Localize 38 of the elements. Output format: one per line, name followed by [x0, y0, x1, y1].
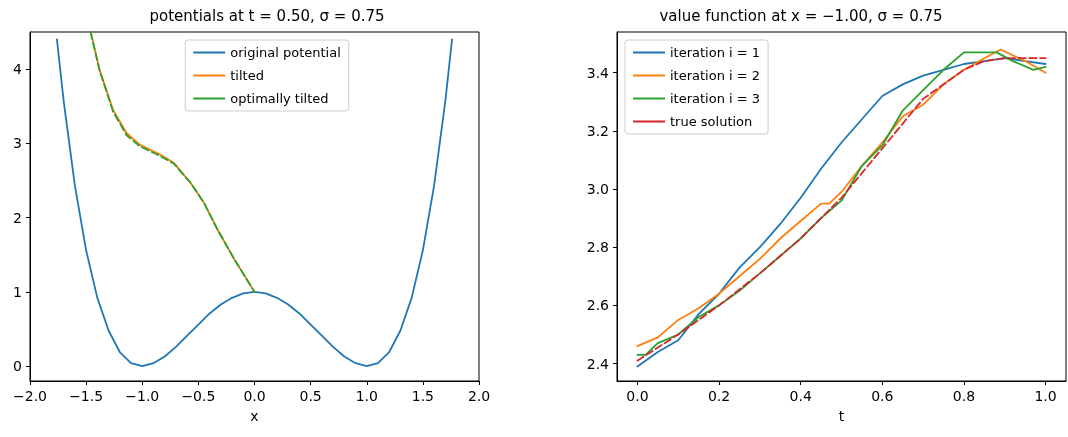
- x-tick-label: 0.4: [789, 388, 812, 404]
- x-tick-label: −1.0: [125, 388, 160, 404]
- x-tick-label: −1.5: [69, 388, 104, 404]
- y-tick-label: 4: [13, 61, 23, 78]
- legend-label: iteration i = 3: [670, 91, 761, 106]
- y-tick-label: 3: [13, 135, 22, 152]
- y-tick-label: 0: [13, 358, 22, 375]
- legend-label: original potential: [230, 45, 341, 60]
- x-tick-label: 0.0: [626, 388, 649, 404]
- x-tick-label: 0.8: [952, 388, 976, 404]
- x-tick-label: 0.5: [299, 388, 322, 404]
- y-tick-label: 3.2: [586, 122, 609, 139]
- legend-label: tilted: [230, 68, 264, 83]
- y-tick-label: 2: [13, 209, 22, 226]
- x-tick-label: −2.0: [13, 388, 47, 404]
- legend-label: iteration i = 1: [670, 45, 761, 60]
- y-tick-label: 1: [13, 283, 22, 300]
- legend-label: iteration i = 2: [670, 68, 761, 83]
- x-tick-label: 1.0: [355, 388, 378, 404]
- line-series: [56, 38, 453, 368]
- x-axis-title: t: [838, 408, 845, 424]
- x-tick-label: 1.0: [1034, 388, 1057, 404]
- chart-title: potentials at t = 0.50, σ = 0.75: [149, 6, 385, 25]
- x-axis-title: x: [250, 408, 259, 424]
- x-tick-label: 1.5: [411, 388, 435, 404]
- legend-label: optimally tilted: [230, 91, 329, 106]
- x-tick-label: 0.2: [707, 388, 731, 404]
- x-tick-label: 0.6: [871, 388, 894, 404]
- y-tick-label: 2.6: [586, 297, 610, 314]
- legend-label: true solution: [670, 114, 753, 129]
- y-tick-label: 3.0: [586, 181, 609, 198]
- x-tick-label: 2.0: [467, 388, 491, 404]
- chart-title: value function at x = −1.00, σ = 0.75: [659, 6, 943, 25]
- y-tick-label: 2.4: [586, 355, 610, 372]
- x-tick-label: 0.0: [243, 388, 266, 404]
- y-tick-label: 2.8: [586, 239, 609, 256]
- y-tick-label: 3.4: [586, 64, 610, 81]
- x-tick-label: −0.5: [181, 388, 216, 404]
